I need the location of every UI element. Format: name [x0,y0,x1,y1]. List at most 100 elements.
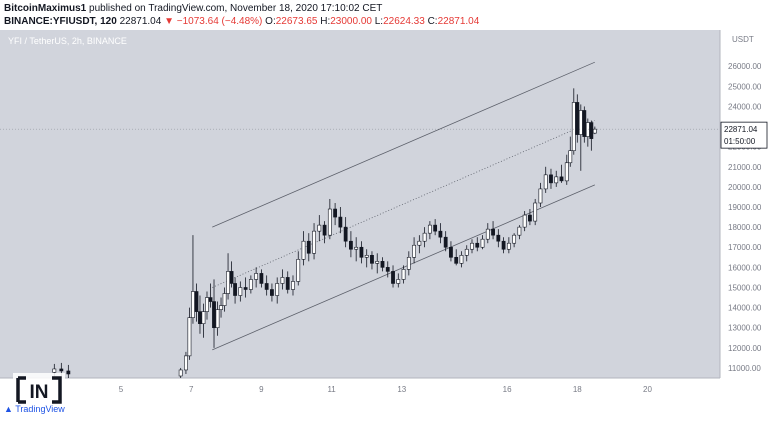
candle-body [501,240,506,250]
candle-body [201,311,206,324]
price-tag-value: 22871.04 [724,125,758,134]
candlestick-chart[interactable]: YFI / TetherUS, 2h, BINANCE USDT 11000.00 1… [0,30,768,422]
candle-body [585,122,590,137]
candle-body [464,248,469,256]
candle-body [528,214,532,222]
symbol-label[interactable]: BINANCE:YFIUSDT, 120 [4,16,117,27]
candle-body [322,224,327,236]
candle-body [317,224,322,232]
candle-body [443,236,448,248]
author-name[interactable]: BitcoinMaximus1 [4,3,87,14]
candle-body [401,269,406,280]
candle-body [568,150,573,164]
y-tick-label: 15000.00 [728,283,762,292]
candle-body [578,110,583,135]
candle-body [184,355,188,371]
last-price: 22871.04 [119,16,162,27]
open-value: 22673.65 [275,16,318,27]
close-label: C: [427,16,438,27]
price-change: ▼ −1073.64 (−4.48%) [164,16,263,27]
candle-body [349,240,353,250]
candle-body [205,297,209,312]
candle-body [66,370,71,375]
candle-body [449,246,453,258]
candle-body [285,277,290,290]
candle-body [359,246,364,258]
y-tick-label: 25000.00 [728,82,762,91]
candle-body [427,224,432,234]
chart-area[interactable]: YFI / TetherUS, 2h, BINANCE USDT 11000.00 1… [0,30,768,422]
y-tick-label: 17000.00 [728,243,762,252]
candle-body [198,311,202,324]
candle-body [589,122,594,139]
time-axis-background [0,378,768,422]
candle-body [480,238,485,248]
candle-body [364,254,369,258]
candle-body [187,317,192,357]
candle-body [248,279,253,290]
tradingview-icon: ▲ [4,404,13,414]
candle-body [412,244,416,258]
candle-body [219,305,223,310]
candle-body [233,283,237,296]
candle-body [592,128,597,134]
y-tick-label: 16000.00 [728,263,762,272]
y-tick-label: 24000.00 [728,102,762,111]
x-tick-label: 9 [259,385,264,394]
candle-body [512,234,517,244]
candle-body [496,234,501,242]
candle-body [571,102,576,151]
high-label: H: [320,16,331,27]
publish-text: published on TradingView.com, November 1… [86,3,383,14]
x-tick-label: 20 [643,385,652,394]
candle-body [575,102,580,135]
y-tick-label: 19000.00 [728,203,762,212]
x-tick-label: 13 [397,385,406,394]
candle-body [522,214,527,228]
candle-body [254,273,259,280]
channel-upper-line [212,61,596,228]
tradingview-text: TradingView [15,404,65,414]
candle-body [208,297,213,302]
ohlc-info: BINANCE:YFIUSDT, 120 22871.04 ▼ −1073.64… [4,16,479,27]
candle-body [533,202,538,222]
candle-body [391,271,395,284]
candle-body [238,287,243,296]
y-tick-label: 13000.00 [728,324,762,333]
y-tick-label: 11000.00 [728,364,761,373]
candle-body [543,174,548,190]
candle-body [296,259,301,282]
price-tag-box [720,121,768,149]
beincrypto-logo-icon: IN [13,373,65,407]
candle-body [222,293,227,306]
candle-body [259,273,264,284]
tradingview-badge[interactable]: ▲ TradingView [4,404,65,414]
candle-body [582,110,587,137]
candle-body [417,240,422,246]
candle-body [380,261,385,268]
y-tick-label: 26000.00 [728,62,762,71]
candle-body [438,230,443,238]
y-tick-label: 20000.00 [728,183,762,192]
candle-body [559,176,564,182]
candle-body [491,228,495,236]
candle-body [454,257,459,264]
publish-info: BitcoinMaximus1 published on TradingView… [4,3,382,14]
candle-body [343,226,348,242]
x-tick-label: 18 [573,385,582,394]
candle-body [212,301,216,329]
candle-body [243,287,248,290]
candle-body [301,240,306,260]
plot-background [0,30,720,378]
channel-middle-line [212,120,596,288]
candle-body [396,279,401,284]
candle-body [52,368,57,373]
candle-body [338,216,343,228]
candle-body [306,240,311,254]
high-value: 23000.00 [330,16,372,27]
candle-body [194,291,199,312]
candle-body [554,176,559,184]
candle-body [59,368,64,372]
candle-body [485,228,490,240]
candle-body [275,283,280,296]
